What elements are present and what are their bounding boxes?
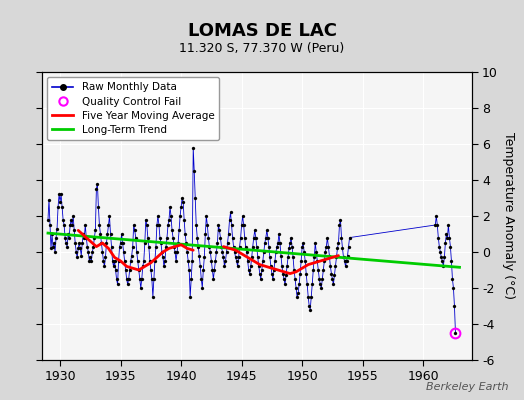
Text: 11.320 S, 77.370 W (Peru): 11.320 S, 77.370 W (Peru) — [179, 42, 345, 55]
Text: LOMAS DE LAC: LOMAS DE LAC — [188, 22, 336, 40]
Y-axis label: Temperature Anomaly (°C): Temperature Anomaly (°C) — [501, 132, 515, 300]
Text: Berkeley Earth: Berkeley Earth — [426, 382, 508, 392]
Legend: Raw Monthly Data, Quality Control Fail, Five Year Moving Average, Long-Term Tren: Raw Monthly Data, Quality Control Fail, … — [47, 77, 220, 140]
